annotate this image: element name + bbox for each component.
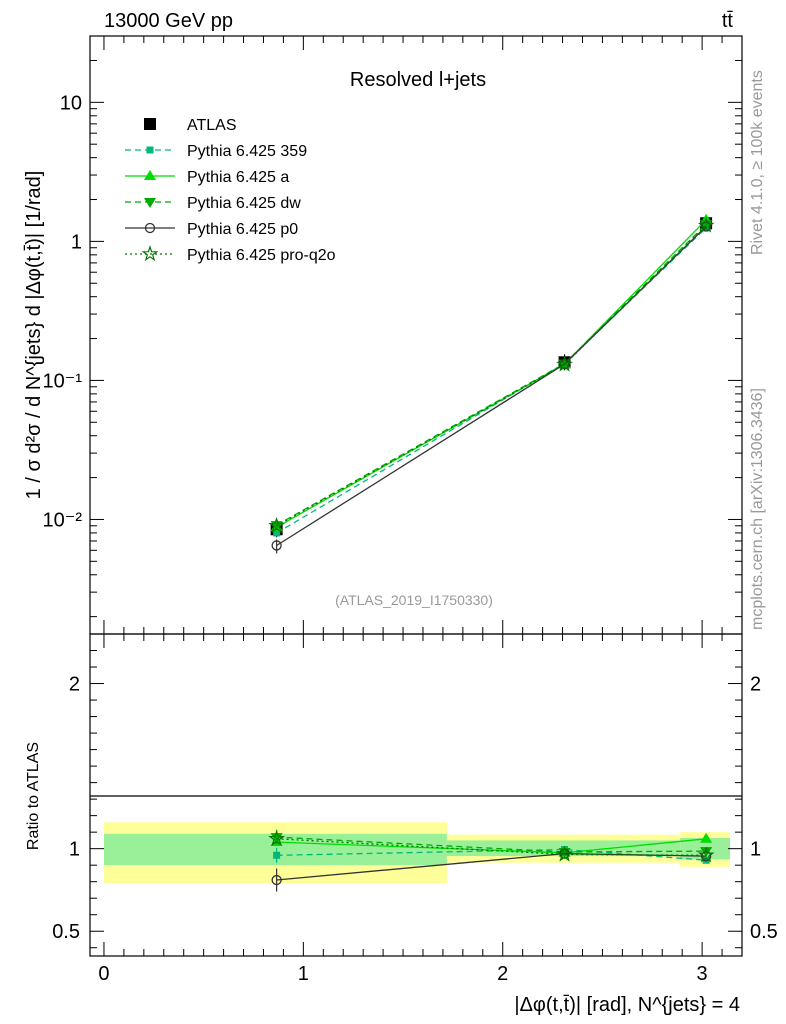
legend-entry-3: Pythia 6.425 dw bbox=[125, 195, 301, 212]
main-y-tick-label: 10⁻² bbox=[43, 509, 83, 531]
main-series-0 bbox=[270, 215, 713, 538]
legend-entry-1: Pythia 6.425 359 bbox=[125, 143, 307, 160]
header-energy: 13000 GeV pp bbox=[104, 10, 233, 32]
legend-label: Pythia 6.425 dw bbox=[187, 195, 301, 212]
legend-label: ATLAS bbox=[187, 117, 237, 134]
mcplots-label: mcplots.cern.ch [arXiv:1306.3436] bbox=[749, 388, 766, 630]
main-panel: Resolved l+jets (ATLAS_2019_I1750330) 1 … bbox=[23, 35, 743, 635]
header-process: tt̄ bbox=[722, 10, 734, 32]
ratio-y-tick-label-left: 0.5 bbox=[52, 921, 80, 943]
x-axis-label: |Δφ(t,t̄)| [rad], N^{jets} = 4 bbox=[514, 994, 740, 1016]
main-y-tick-label: 10 bbox=[60, 92, 82, 114]
main-point bbox=[556, 355, 573, 372]
legend-marker bbox=[144, 118, 156, 130]
legend-marker bbox=[146, 146, 154, 154]
ratio-y-tick-label-left: 1 bbox=[69, 839, 80, 861]
ratio-series-line bbox=[276, 836, 707, 853]
analysis-watermark: (ATLAS_2019_I1750330) bbox=[335, 592, 493, 608]
main-y-axis-label: 1 / σ d²σ / d N^{jets} d |Δφ(t,t̄)| [1/r… bbox=[23, 171, 45, 500]
ratio-point bbox=[700, 850, 712, 862]
rivet-label: Rivet 4.1.0, ≥ 100k events bbox=[749, 70, 766, 255]
x-tick-label: 1 bbox=[298, 963, 309, 985]
legend-label: Pythia 6.425 a bbox=[187, 169, 289, 186]
main-series-line bbox=[276, 226, 707, 547]
main-series-line bbox=[276, 223, 707, 526]
ratio-point bbox=[270, 833, 283, 844]
ratio-series-line bbox=[276, 838, 707, 856]
legend-entry-4: Pythia 6.425 p0 bbox=[125, 221, 298, 238]
legend-marker bbox=[141, 245, 159, 262]
legend-marker bbox=[144, 170, 156, 180]
main-point bbox=[271, 540, 282, 551]
main-series-line bbox=[276, 225, 707, 527]
main-y-tick-labels: 10 1 10⁻¹ 10⁻² bbox=[43, 92, 83, 531]
x-tick-label: 2 bbox=[497, 963, 508, 985]
ratio-y-tick-label-left: 2 bbox=[69, 674, 80, 696]
ratio-y-tick-label-right: 1 bbox=[750, 839, 761, 861]
main-series-group bbox=[268, 213, 715, 554]
ratio-axis-ticks bbox=[90, 634, 742, 956]
ratio-frame bbox=[89, 633, 743, 957]
ratio-point bbox=[273, 851, 281, 859]
ratio-panel: 2 2 1 1 0.5 0.5 0 1 2 3 Ratio to ATLAS |Δφ(t,t̄)… bbox=[25, 633, 778, 1016]
ratio-y-tick-label-right: 0.5 bbox=[750, 921, 778, 943]
ratio-series-line bbox=[276, 852, 707, 881]
main-series-line bbox=[276, 219, 707, 528]
legend-entry-2: Pythia 6.425 a bbox=[125, 169, 289, 186]
ratio-y-axis-label: Ratio to ATLAS bbox=[25, 742, 42, 850]
x-tick-labels: 0 1 2 3 bbox=[98, 963, 707, 985]
ratio-series-group bbox=[268, 829, 715, 892]
main-point bbox=[700, 221, 712, 232]
main-point bbox=[697, 216, 715, 233]
legend-entry-0: ATLAS bbox=[144, 117, 237, 134]
x-tick-label: 0 bbox=[98, 963, 109, 985]
ratio-point bbox=[271, 874, 282, 886]
main-y-tick-label: 10⁻¹ bbox=[43, 370, 83, 392]
main-series-5 bbox=[268, 216, 715, 534]
ratio-series-4 bbox=[268, 829, 715, 863]
ratio-point bbox=[268, 829, 286, 846]
main-series-line bbox=[276, 227, 707, 534]
legend-label: Pythia 6.425 p0 bbox=[187, 221, 298, 238]
legend-label: Pythia 6.425 pro-q2o bbox=[187, 247, 336, 264]
main-series-2 bbox=[270, 213, 713, 532]
legend-marker bbox=[144, 222, 156, 234]
ratio-point bbox=[700, 832, 713, 843]
x-tick-label: 3 bbox=[697, 963, 708, 985]
ratio-y-tick-labels: 2 2 1 1 0.5 0.5 bbox=[52, 674, 778, 944]
legend-label: Pythia 6.425 359 bbox=[187, 143, 307, 160]
legend: ATLAS Pythia 6.425 359 Pythia 6.425 a Pythi… bbox=[125, 117, 336, 264]
main-series-4 bbox=[271, 221, 712, 554]
main-y-tick-label: 1 bbox=[71, 231, 82, 253]
legend-entry-5: Pythia 6.425 pro-q2o bbox=[125, 245, 336, 264]
main-series-3 bbox=[270, 220, 713, 532]
ratio-series-line bbox=[276, 848, 707, 861]
main-title: Resolved l+jets bbox=[350, 69, 486, 91]
ratio-point bbox=[556, 845, 573, 862]
legend-marker bbox=[144, 198, 156, 208]
main-point bbox=[268, 516, 286, 534]
ratio-point bbox=[697, 846, 715, 863]
main-point bbox=[273, 529, 281, 537]
ratio-y-tick-label-right: 2 bbox=[750, 674, 761, 696]
